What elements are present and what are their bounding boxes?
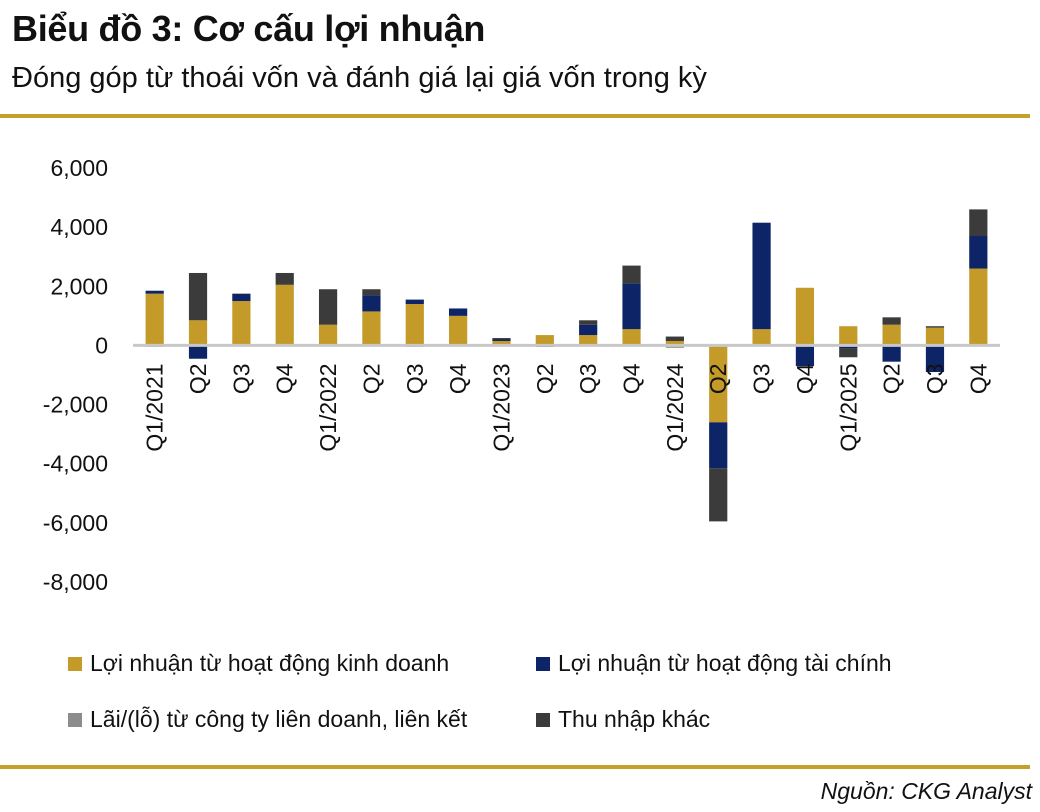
x-tick-label: Q3 [228, 363, 254, 394]
x-tick-label: Q4 [619, 363, 645, 394]
x-tick-label: Q2 [532, 363, 558, 394]
bar-segment-financial [882, 345, 901, 362]
bar-segment-business [969, 268, 988, 346]
y-tick-label: 6,000 [50, 155, 108, 181]
legend-swatch-other [536, 712, 550, 727]
x-tick-label: Q3 [575, 363, 601, 394]
bar-segment-financial [622, 283, 641, 330]
legend-swatch-financial [536, 656, 550, 671]
bar-segment-business [709, 345, 728, 423]
bar-segment-business [535, 335, 554, 346]
x-tick-label: Q4 [272, 363, 298, 394]
bar-segment-business [275, 284, 294, 346]
bar-segment-financial [188, 345, 208, 359]
legend-swatch-associates [68, 712, 82, 727]
bar-segment-business [839, 326, 858, 346]
chart-subtitle: Đóng góp từ thoái vốn và đánh giá lại gi… [12, 62, 707, 94]
bar-segment-other [839, 348, 858, 358]
bar-segment-financial [449, 308, 468, 316]
y-tick-label: -4,000 [43, 451, 108, 477]
bar-segment-business [449, 315, 468, 346]
x-tick-label: Q3 [922, 363, 948, 394]
x-tick-label: Q1/2022 [315, 363, 341, 451]
legend-item-financial: Lợi nhuận từ hoạt động tài chính [536, 650, 892, 677]
bar-segment-financial [925, 345, 945, 373]
x-tick-label: Q2 [185, 363, 211, 394]
bar-segment-financial [969, 236, 988, 269]
x-tick-label: Q3 [402, 363, 428, 394]
legend-label-other: Thu nhập khác [558, 706, 711, 732]
bar-segment-other [969, 209, 988, 237]
x-tick-label: Q2 [879, 363, 905, 394]
x-tick-label: Q1/2025 [835, 363, 861, 451]
y-tick-label: 2,000 [50, 273, 108, 299]
legend-label-business: Lợi nhuận từ hoạt động kinh doanh [90, 650, 450, 676]
legend-label-financial: Lợi nhuận từ hoạt động tài chính [558, 650, 892, 676]
bar-segment-financial [362, 295, 381, 312]
legend-item-business: Lợi nhuận từ hoạt động kinh doanh [68, 650, 449, 677]
bar-segment-business [579, 335, 598, 346]
y-tick-label: -6,000 [43, 510, 108, 536]
legend-swatch-business [68, 656, 82, 671]
bar-segment-business [795, 287, 815, 346]
bar-segment-business [622, 329, 641, 346]
bar-segment-business [665, 340, 684, 346]
bar-segment-other [622, 265, 641, 284]
x-tick-label: Q2 [358, 363, 384, 394]
bar-segment-business [362, 311, 381, 346]
bar-segment-business [232, 301, 251, 346]
legend-label-associates: Lãi/(lỗ) từ công ty liên doanh, liên kết [90, 706, 468, 732]
x-tick-label: Q4 [792, 363, 818, 394]
bar-segment-other [362, 289, 381, 296]
bar-segment-business [752, 329, 771, 346]
source-note: Nguồn: CKG Analyst [820, 778, 1032, 804]
x-tick-label: Q3 [749, 363, 775, 394]
bar-segment-other [318, 289, 338, 325]
bar-segment-other [709, 468, 728, 522]
bar-segment-business [145, 293, 164, 346]
bar-segment-other [665, 336, 684, 341]
bar-segment-financial [492, 339, 511, 341]
x-tick-label: Q1/2023 [488, 363, 514, 451]
bottom-divider [0, 765, 1030, 769]
y-tick-label: -2,000 [43, 392, 108, 418]
bar-segment-other [275, 272, 294, 285]
bar-segment-business [318, 324, 338, 346]
legend-item-associates: Lãi/(lỗ) từ công ty liên doanh, liên kết [68, 706, 467, 733]
y-tick-label: 4,000 [50, 214, 108, 240]
bar-segment-other [925, 326, 945, 328]
x-tick-label: Q2 [705, 363, 731, 394]
bar-segment-financial [232, 293, 251, 302]
bar-segment-business [925, 327, 945, 346]
x-tick-label: Q1/2021 [142, 363, 168, 451]
legend-item-other: Thu nhập khác [536, 706, 710, 733]
bar-segment-financial [795, 345, 815, 367]
bar-segment-financial [145, 290, 164, 294]
bar-segment-other [579, 320, 598, 325]
bar-segment-other [188, 272, 208, 321]
bar-segment-financial [579, 324, 598, 336]
x-tick-label: Q1/2024 [662, 363, 688, 451]
x-tick-label: Q4 [445, 363, 471, 394]
top-divider [0, 114, 1030, 118]
bar-segment-business [492, 340, 511, 346]
bar-segment-financial [709, 422, 728, 469]
bar-segment-financial [405, 299, 424, 305]
bar-segment-business [405, 304, 424, 346]
x-tick-label: Q4 [965, 363, 991, 394]
bar-segment-other [882, 317, 901, 325]
bar-segment-financial [752, 222, 771, 330]
stacked-bar-chart: 6,000 4,000 2,000 0 -2,000 -4,000 -6,000 -8,000… [43, 155, 1000, 595]
bar-segment-business [188, 320, 208, 346]
y-tick-label: -8,000 [43, 569, 108, 595]
bar-segment-other [492, 338, 511, 340]
y-tick-label: 0 [95, 332, 108, 358]
chart-title: Biểu đồ 3: Cơ cấu lợi nhuận [12, 8, 486, 49]
bar-segment-business [882, 324, 901, 346]
